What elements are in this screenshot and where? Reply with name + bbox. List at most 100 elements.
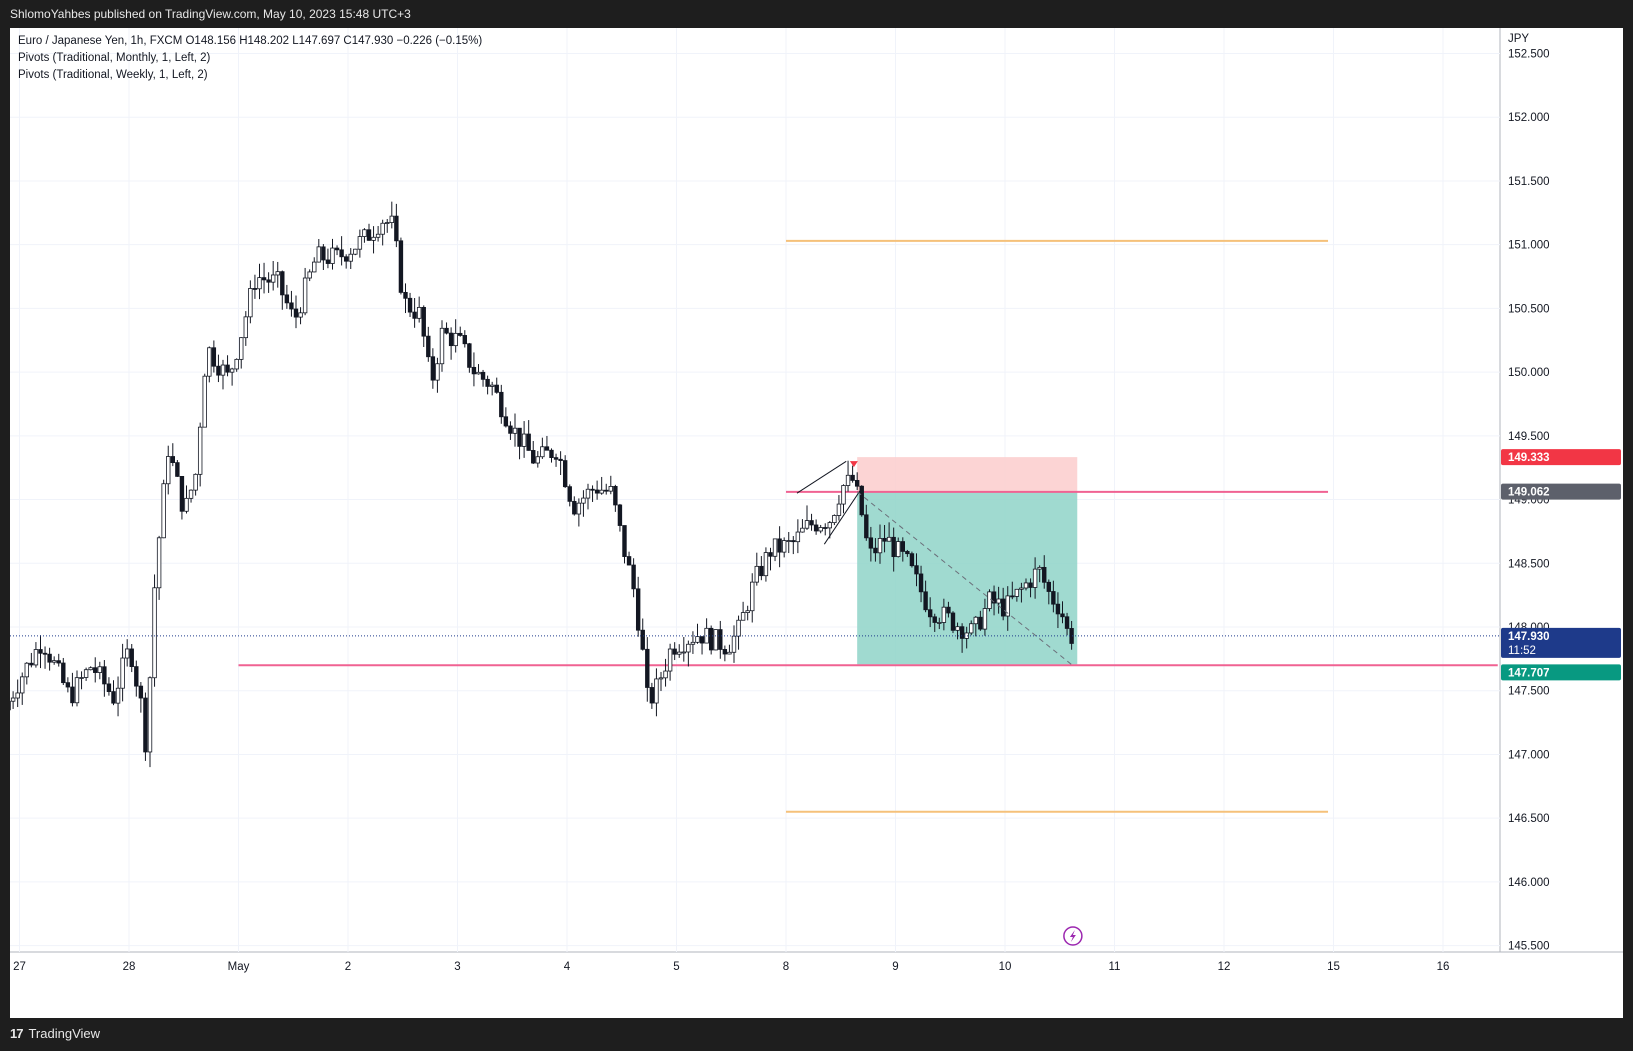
candle-body xyxy=(722,649,728,655)
candle-body xyxy=(1010,595,1015,598)
candle-body xyxy=(448,332,454,347)
candle-body xyxy=(727,651,732,655)
candle xyxy=(298,307,303,325)
publisher-text: ShlomoYahbes published on TradingView.co… xyxy=(10,7,411,21)
candle-body xyxy=(47,653,52,663)
candle-body xyxy=(526,433,531,451)
candle-body xyxy=(179,475,185,512)
candle xyxy=(754,552,759,586)
candle-body xyxy=(927,609,933,618)
candle-body xyxy=(380,222,385,235)
candle-body xyxy=(385,222,390,224)
candle xyxy=(458,326,463,337)
candle-body xyxy=(686,643,691,653)
brand-label: TradingView xyxy=(28,1026,101,1041)
candle-body xyxy=(540,446,545,458)
candle xyxy=(24,662,29,685)
candle xyxy=(891,527,896,572)
candle-body xyxy=(42,652,48,655)
candle xyxy=(389,201,394,229)
candle-body xyxy=(677,651,682,655)
y-tick-label: 150.500 xyxy=(1508,303,1550,315)
candle-body xyxy=(695,636,700,643)
wedge-upper-line[interactable] xyxy=(796,460,847,494)
grid xyxy=(10,28,1500,952)
candle-body xyxy=(229,368,235,373)
candle-body xyxy=(152,587,157,679)
candle xyxy=(718,620,723,659)
y-tick-label: 151.000 xyxy=(1508,240,1550,252)
candle-body xyxy=(106,683,112,692)
candle xyxy=(211,340,217,373)
candle-body xyxy=(508,425,513,434)
candle-body xyxy=(394,215,399,242)
candle xyxy=(421,305,426,348)
candle xyxy=(900,537,905,562)
candle-body xyxy=(827,522,832,529)
monthly-pivots-legend[interactable]: Pivots (Traditional, Monthly, 1, Left, 2… xyxy=(18,52,211,64)
candle xyxy=(850,465,855,483)
candle xyxy=(480,369,486,387)
candle-body xyxy=(29,662,34,666)
candle xyxy=(946,601,951,618)
candle xyxy=(302,267,308,316)
candle-body xyxy=(97,666,102,673)
candle-body xyxy=(699,636,705,644)
candle xyxy=(836,495,842,521)
weekly-pivots-legend[interactable]: Pivots (Traditional, Weekly, 1, Left, 2) xyxy=(18,69,208,81)
candle xyxy=(124,639,130,667)
candle xyxy=(617,503,623,532)
candle-body xyxy=(170,456,175,464)
candle-body xyxy=(982,608,988,630)
candle xyxy=(1010,581,1015,600)
x-axis-labels: 27 28 May 2 3 4 5 8 9 10 11 12 15 16 xyxy=(13,961,1449,973)
tradingview-brand[interactable]: 17 TradingView xyxy=(10,1026,100,1041)
candle xyxy=(631,558,636,598)
x-tick-label: 11 xyxy=(1109,961,1121,973)
candle xyxy=(426,326,431,362)
candle xyxy=(868,526,874,562)
x-tick-label: 16 xyxy=(1437,961,1450,973)
price-chart[interactable]: 152.500 152.000 151.500 151.000 150.500 150.0… xyxy=(10,28,1623,1018)
candle-body xyxy=(462,335,467,345)
candle-body xyxy=(252,288,258,290)
candle-body xyxy=(430,356,436,381)
candle-body xyxy=(740,612,746,621)
candle xyxy=(1060,601,1065,624)
candle xyxy=(56,653,61,667)
y-tick-label: 146.000 xyxy=(1508,877,1550,889)
candle-body xyxy=(216,365,221,376)
candle-body xyxy=(1037,566,1042,570)
candle-body xyxy=(175,462,180,477)
candle-body xyxy=(10,697,16,702)
candle-body xyxy=(809,520,814,526)
candle-body xyxy=(120,657,125,689)
candle-body xyxy=(403,291,408,299)
price-axis[interactable] xyxy=(1500,28,1623,1018)
lightning-icon[interactable] xyxy=(1063,926,1083,946)
stop-loss-zone[interactable] xyxy=(857,457,1078,492)
candle-body xyxy=(1060,613,1065,618)
wedge-lower-line[interactable] xyxy=(823,486,864,545)
candle-body xyxy=(768,552,773,557)
candle-body xyxy=(270,274,276,283)
candle xyxy=(42,646,48,669)
candle xyxy=(407,292,413,318)
candle-body xyxy=(832,515,837,524)
candle-body xyxy=(93,667,98,673)
candle-body xyxy=(535,456,540,464)
publisher-header: ShlomoYahbes published on TradingView.co… xyxy=(0,0,1633,28)
candle xyxy=(444,322,449,335)
candle xyxy=(321,244,326,271)
candle-body xyxy=(987,591,992,609)
target-price-label-bg xyxy=(1501,664,1621,681)
candle xyxy=(284,284,290,309)
candle xyxy=(166,445,171,495)
candle-body xyxy=(923,591,928,611)
candle xyxy=(804,505,810,530)
candle xyxy=(179,475,185,520)
x-tick-label: 3 xyxy=(454,961,460,973)
candle-body xyxy=(759,565,764,577)
candle-body xyxy=(24,662,29,678)
candle-body xyxy=(750,581,755,612)
